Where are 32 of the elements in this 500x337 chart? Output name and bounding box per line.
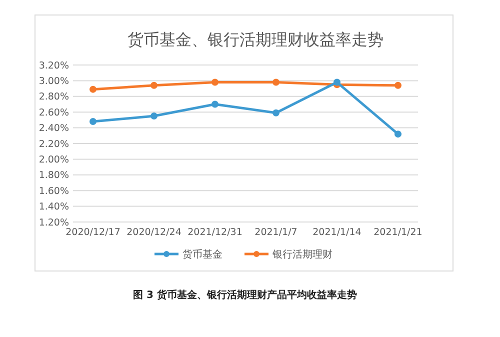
y-tick-label: 2.80% — [38, 92, 69, 103]
point — [272, 109, 280, 116]
legend-label: 银行活期理财 — [272, 248, 332, 260]
x-tick-label: 2020/12/24 — [126, 227, 182, 238]
y-tick-label: 3.00% — [38, 76, 69, 88]
y-tick-label: 1.80% — [38, 170, 69, 182]
x-tick-label: 2021/12/31 — [188, 227, 242, 238]
point — [272, 78, 280, 86]
y-tick-label: 3.20% — [38, 60, 69, 72]
point — [394, 82, 402, 89]
y-tick-label: 1.60% — [38, 186, 69, 197]
point — [150, 112, 158, 120]
caption: 图 3 货币基金、银行活期理财产品平均收益率走势 — [133, 289, 357, 301]
point — [90, 118, 96, 126]
y-tick-label: 2.00% — [38, 154, 69, 166]
point — [212, 100, 218, 108]
y-tick-label: 2.40% — [38, 123, 69, 134]
point — [90, 86, 96, 93]
chart-title: 货币基金、银行活期理财收益率走势 — [128, 30, 384, 49]
y-tick-label: 1.20% — [38, 217, 69, 228]
point — [394, 130, 402, 138]
y-tick-label: 1.40% — [38, 202, 69, 213]
y-tick-label: 2.20% — [38, 138, 69, 150]
point — [334, 78, 340, 86]
x-tick-label: 2020/12/17 — [66, 227, 120, 238]
point — [150, 82, 158, 89]
y-tick-label: 2.60% — [38, 107, 69, 118]
legend-label: 货币基金 — [182, 248, 222, 260]
x-tick-label: 2021/1/14 — [312, 227, 362, 238]
x-tick-label: 2021/1/21 — [374, 227, 422, 238]
x-tick-label: 2021/1/7 — [254, 227, 298, 238]
point — [212, 78, 218, 86]
